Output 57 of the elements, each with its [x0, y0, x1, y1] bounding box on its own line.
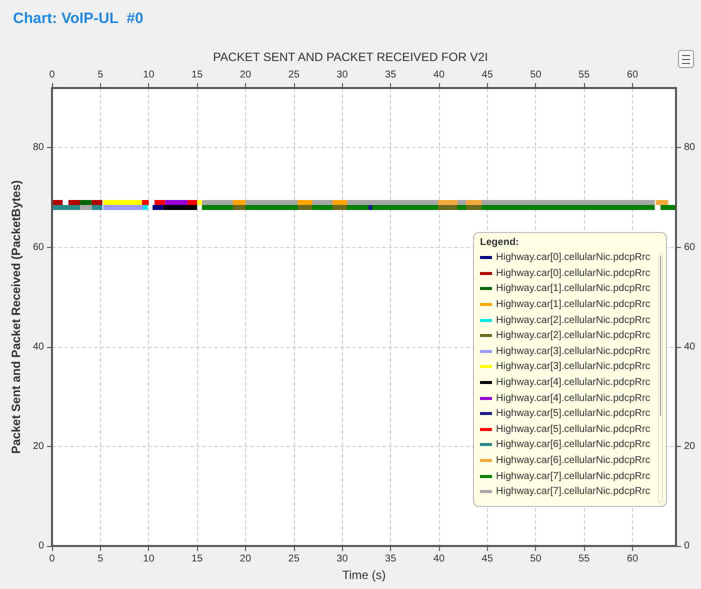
legend-label: Highway.car[6].cellularNic.pdcpRrc — [496, 455, 650, 466]
x2-tick-label: 60 — [626, 70, 638, 80]
x-tick-label: 40 — [433, 554, 445, 564]
x2-tick-label: 25 — [288, 70, 300, 80]
y2-tick-label: 80 — [684, 142, 696, 154]
legend-label: Highway.car[4].cellularNic.pdcpRrc — [496, 377, 650, 388]
x-tick-label: 60 — [626, 554, 638, 564]
legend-label: Highway.car[5].cellularNic.pdcpRrc — [496, 424, 650, 435]
legend-label: Highway.car[2].cellularNic.pdcpRrc — [496, 330, 650, 342]
x-tick-label: 35 — [385, 554, 397, 564]
legend-title: Legend: — [480, 237, 520, 248]
x-tick-label: 30 — [336, 554, 348, 564]
x-tick-label: 20 — [240, 554, 252, 564]
y2-tick-label: 40 — [684, 341, 696, 352]
x2-tick-label: 5 — [98, 70, 104, 80]
y-tick-label: 20 — [32, 440, 44, 452]
x2-tick-label: 10 — [143, 70, 155, 80]
x-tick-label: 15 — [192, 554, 204, 564]
y-tick-label: 40 — [32, 341, 44, 352]
legend-label: Highway.car[3].cellularNic.pdcpRrc — [496, 361, 650, 372]
x-axis-title: Time (s) — [342, 568, 386, 582]
x2-tick-label: 35 — [385, 70, 397, 80]
x2-tick-label: 20 — [240, 70, 252, 80]
x2-tick-label: 40 — [433, 70, 445, 80]
legend-label: Highway.car[5].cellularNic.pdcpRrc — [496, 408, 650, 420]
x-tick-label: 45 — [482, 554, 494, 564]
x-tick-label: 10 — [143, 554, 155, 564]
y2-tick-label: 60 — [684, 242, 696, 253]
x2-tick-label: 15 — [192, 70, 204, 80]
y-tick-label: 80 — [32, 142, 44, 154]
legend-label: Highway.car[1].cellularNic.pdcpRrc — [496, 299, 650, 310]
legend-label: Highway.car[4].cellularNic.pdcpRrc — [496, 392, 650, 404]
x2-tick-label: 50 — [530, 70, 542, 80]
y-axis-title: Packet Sent and Packet Received (PacketBytes) — [8, 180, 23, 454]
chart-subtitle: PACKET SENT AND PACKET RECEIVED FOR V2I — [213, 50, 488, 64]
x2-tick-label: 55 — [578, 70, 590, 80]
x-tick-label: 25 — [288, 554, 300, 564]
x2-tick-label: 45 — [482, 70, 494, 80]
legend-label: Highway.car[0].cellularNic.pdcpRrc — [496, 268, 650, 279]
legend-label: Highway.car[3].cellularNic.pdcpRrc — [496, 346, 650, 357]
legend-label: Highway.car[1].cellularNic.pdcpRrc — [496, 283, 650, 294]
y-tick-label: 60 — [32, 242, 44, 253]
x-tick-label: 55 — [578, 554, 590, 564]
legend-label: Highway.car[2].cellularNic.pdcpRrc — [496, 314, 650, 326]
x2-tick-label: 30 — [336, 70, 348, 80]
legend-label: Highway.car[7].cellularNic.pdcpRrc — [496, 486, 650, 498]
y2-tick-label: 0 — [684, 540, 690, 552]
legend-label: Highway.car[7].cellularNic.pdcpRrc — [496, 470, 650, 482]
x-tick-label: 50 — [530, 554, 542, 564]
x-tick-label: 5 — [98, 554, 104, 564]
y-tick-label: 0 — [38, 540, 44, 552]
x-tick-label: 0 — [49, 554, 56, 564]
legend-label: Highway.car[0].cellularNic.pdcpRrc — [496, 252, 650, 264]
legend-label: Highway.car[6].cellularNic.pdcpRrc — [496, 439, 650, 450]
chart-title: Chart: VoIP-UL #0 — [13, 10, 144, 27]
x2-tick-label: 0 — [49, 70, 56, 80]
y2-tick-label: 20 — [684, 440, 696, 452]
